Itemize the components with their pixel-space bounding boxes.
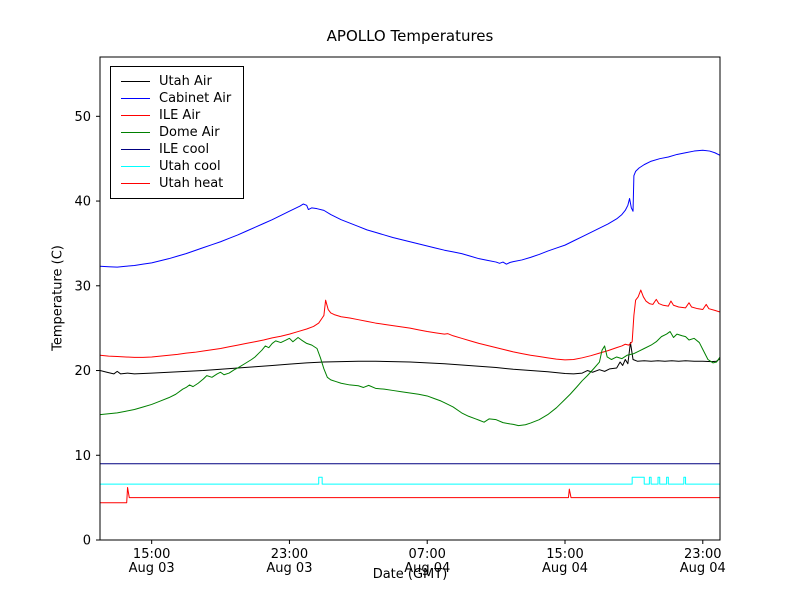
y-tick-label: 50 [74,110,91,125]
x-tick-time-label: 15:00 [546,547,583,562]
series-utah-heat [100,486,720,504]
legend-label-dome-air: Dome Air [159,125,220,140]
x-tick-date-label: Aug 03 [129,561,175,576]
legend-entry-utah-heat: Utah heat [121,175,231,192]
y-tick-label: 30 [74,279,91,294]
legend-label-utah-heat: Utah heat [159,176,224,191]
legend-line-dome-air [121,132,150,133]
legend-entry-dome-air: Dome Air [121,124,231,141]
legend-entry-ile-cool: ILE cool [121,141,231,158]
series-cabinet-air [100,149,720,268]
series-ile-air [100,289,720,361]
x-tick-time-label: 23:00 [271,547,308,562]
x-axis-label: Date (GMT) [372,567,448,582]
legend-label-utah-cool: Utah cool [159,159,221,174]
axes-frame [99,56,721,541]
y-tick-label: 10 [74,449,91,464]
y-tick-label: 20 [74,364,91,379]
legend-label-utah-air: Utah Air [159,74,212,89]
x-tick-time-label: 07:00 [408,547,445,562]
legend-entry-utah-cool: Utah cool [121,158,231,175]
legend-label-ile-air: ILE Air [159,108,201,123]
y-tick-label: 0 [83,534,91,549]
x-tick-date-label: Aug 04 [680,561,726,576]
chart-title: APOLLO Temperatures [326,27,494,45]
x-tick-time-label: 23:00 [684,547,721,562]
series-dome-air [100,331,720,427]
x-tick-time-label: 15:00 [133,547,170,562]
legend-entry-cabinet-air: Cabinet Air [121,90,231,107]
legend-line-utah-air [121,81,150,82]
series-utah-cool [100,476,720,485]
x-tick-date-label: Aug 03 [266,561,312,576]
series-utah-air [100,342,720,375]
legend-line-ile-cool [121,149,150,150]
legend: Utah Air Cabinet Air ILE Air Dome Air ILE co… [110,66,245,199]
legend-label-ile-cool: ILE cool [159,142,210,157]
legend-line-cabinet-air [121,98,150,99]
legend-line-utah-heat [121,183,150,184]
legend-entry-ile-air: ILE Air [121,107,231,124]
x-tick-date-label: Aug 04 [542,561,588,576]
y-axis-label: Temperature (C) [50,245,66,351]
y-tick-label: 40 [74,195,91,210]
legend-entry-utah-air: Utah Air [121,73,231,90]
legend-label-cabinet-air: Cabinet Air [159,91,232,106]
x-tick-date-label: Aug 04 [404,561,450,576]
legend-line-utah-cool [121,166,150,167]
legend-line-ile-air [121,115,150,116]
